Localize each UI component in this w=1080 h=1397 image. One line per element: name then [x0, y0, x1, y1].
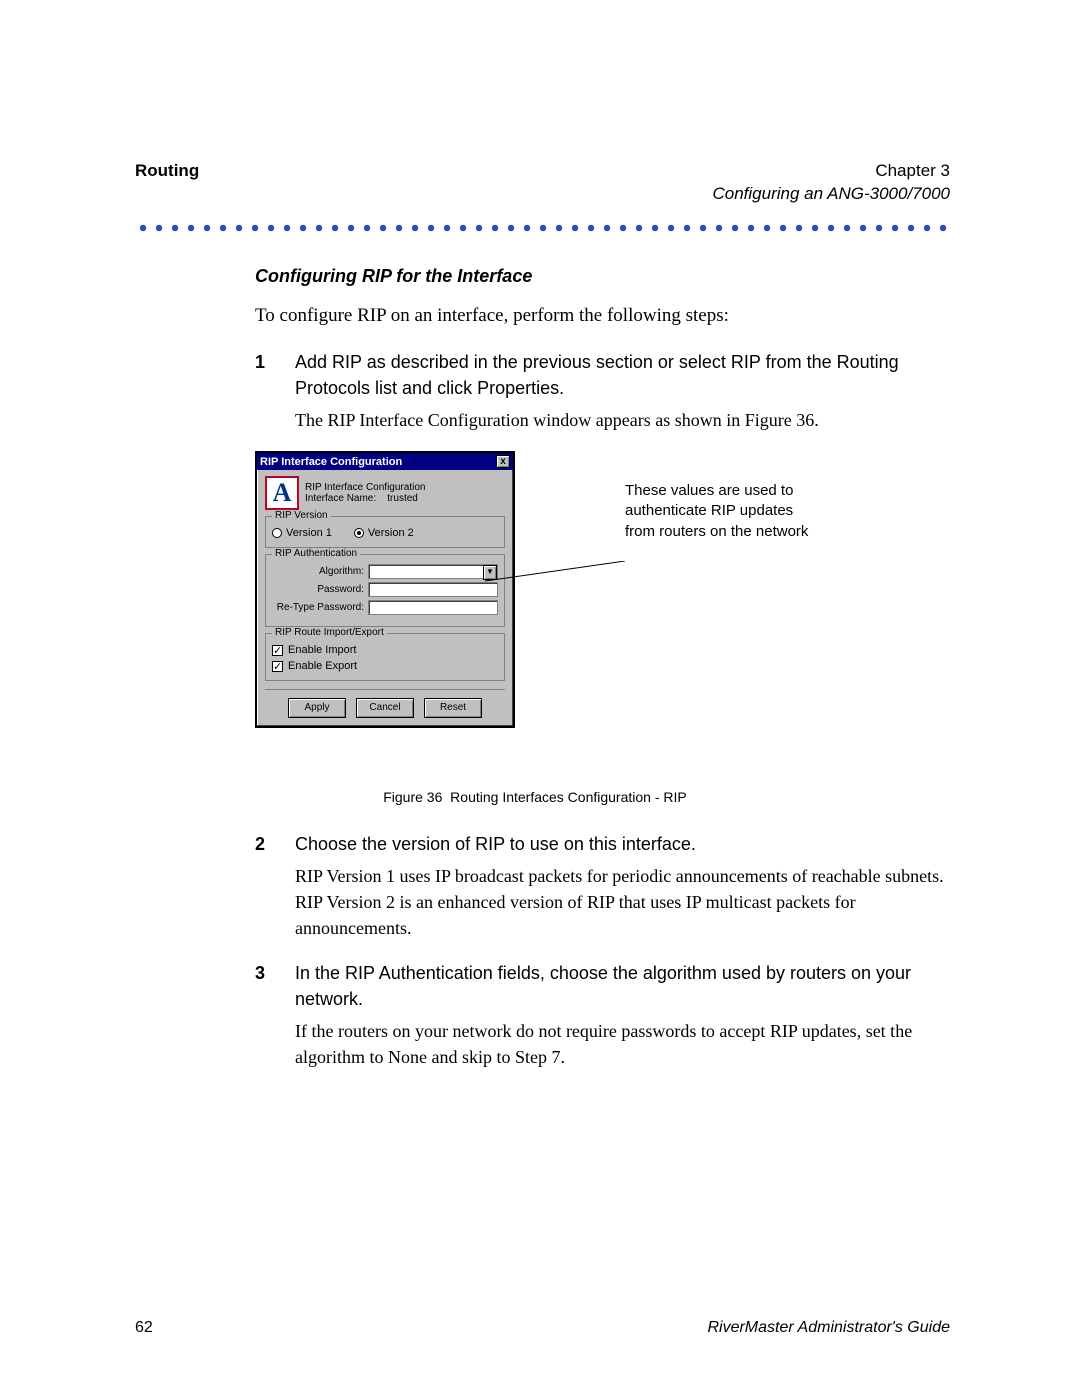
step-follow: If the routers on your network do not re… [295, 1018, 950, 1070]
algorithm-label: Algorithm: [272, 566, 364, 577]
divider-wave [135, 224, 950, 232]
dialog-logo-icon: A [265, 476, 299, 510]
header-subtitle: Configuring an ANG-3000/7000 [712, 183, 950, 206]
page-number: 62 [135, 1319, 153, 1337]
rip-auth-legend: RIP Authentication [272, 548, 360, 559]
doc-title: RiverMaster Administrator's Guide [707, 1319, 950, 1337]
chevron-down-icon[interactable]: ▼ [483, 565, 497, 580]
retype-password-label: Re-Type Password: [272, 602, 364, 613]
retype-password-input[interactable] [368, 600, 498, 615]
step-1: 1 Add RIP as described in the previous s… [255, 349, 950, 433]
algorithm-select[interactable]: ▼ [368, 564, 498, 579]
section-title: Configuring RIP for the Interface [255, 266, 950, 287]
step-follow: RIP Version 1 uses IP broadcast packets … [295, 863, 950, 941]
figure-caption: Figure 36 Routing Interfaces Configurati… [255, 789, 815, 805]
step-lead: Add RIP as described in the previous sec… [295, 352, 899, 398]
step-3: 3 In the RIP Authentication fields, choo… [255, 960, 950, 1070]
figure-36: RIP Interface Configuration x A RIP Inte… [255, 451, 950, 771]
rip-import-export-group: RIP Route Import/Export Enable Import En… [265, 633, 505, 681]
close-icon[interactable]: x [496, 455, 510, 468]
intro-text: To configure RIP on an interface, perfor… [255, 305, 950, 327]
rip-auth-group: RIP Authentication Algorithm: ▼ Password… [265, 554, 505, 627]
step-lead: Choose the version of RIP to use on this… [295, 834, 696, 854]
step-follow: The RIP Interface Configuration window a… [295, 407, 950, 433]
rip-version-legend: RIP Version [272, 510, 331, 521]
rip-version-group: RIP Version Version 1 Version 2 [265, 516, 505, 548]
figure-callout: These values are used to authenticate RI… [625, 481, 825, 542]
radio-version2[interactable]: Version 2 [354, 527, 414, 539]
dialog-titlebar: RIP Interface Configuration x [257, 453, 513, 470]
interface-name-value: trusted [387, 493, 418, 504]
step-number: 3 [255, 960, 265, 986]
password-label: Password: [272, 584, 364, 595]
page-header: Routing Chapter 3 Configuring an ANG-300… [135, 160, 950, 206]
reset-button[interactable]: Reset [424, 698, 482, 718]
step-lead: In the RIP Authentication fields, choose… [295, 963, 911, 1009]
step-number: 1 [255, 349, 265, 375]
radio-version1[interactable]: Version 1 [272, 527, 332, 539]
interface-name-label: Interface Name: [305, 493, 376, 504]
rip-ie-legend: RIP Route Import/Export [272, 627, 387, 638]
dialog-title: RIP Interface Configuration [260, 456, 402, 468]
rip-config-dialog: RIP Interface Configuration x A RIP Inte… [255, 451, 515, 728]
step-2: 2 Choose the version of RIP to use on th… [255, 831, 950, 941]
apply-button[interactable]: Apply [288, 698, 346, 718]
enable-import-checkbox[interactable]: Enable Import [272, 644, 498, 656]
password-input[interactable] [368, 582, 498, 597]
page-footer: 62 RiverMaster Administrator's Guide [135, 1319, 950, 1337]
header-section: Routing [135, 160, 199, 206]
header-chapter: Chapter 3 [712, 160, 950, 183]
dialog-heading: RIP Interface Configuration [305, 482, 425, 493]
step-number: 2 [255, 831, 265, 857]
enable-export-checkbox[interactable]: Enable Export [272, 660, 498, 672]
cancel-button[interactable]: Cancel [356, 698, 414, 718]
